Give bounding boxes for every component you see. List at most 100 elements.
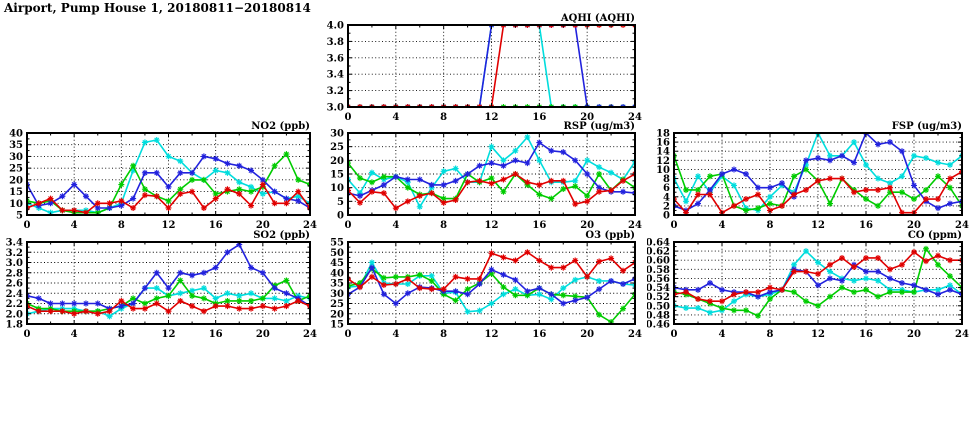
series-blue (674, 133, 962, 214)
x-tick-label: 20 (580, 220, 594, 231)
y-tick-label: 2.2 (6, 299, 23, 310)
series-area (348, 134, 635, 212)
y-tick-label: 5 (16, 211, 23, 222)
x-tick-label: 16 (209, 220, 223, 231)
x-tick-label: 0 (24, 329, 31, 340)
axis-ticks (347, 132, 636, 216)
y-tick-label: 3.8 (327, 37, 344, 48)
x-tick-label: 20 (256, 329, 270, 340)
chart-title: FSP (ug/m3) (892, 121, 962, 132)
x-tick-label: 20 (907, 220, 921, 231)
x-tick-label: 24 (303, 329, 317, 340)
point-markers (674, 249, 962, 305)
point-markers (348, 265, 635, 324)
axis-ticks (26, 241, 311, 325)
y-tick-label: 0.56 (647, 274, 670, 285)
y-tick-label: 0.50 (647, 301, 670, 312)
grid-lines (348, 25, 635, 107)
y-tick-label: 18 (656, 129, 670, 140)
y-tick-label: 2.4 (6, 289, 23, 300)
x-tick-label: 12 (811, 329, 825, 340)
series-blue (27, 242, 310, 312)
point-markers (27, 297, 310, 317)
grid-lines (674, 133, 962, 215)
x-tick-label: 16 (859, 220, 873, 231)
y-tick-label: 0 (337, 211, 344, 222)
axis-ticks (26, 132, 311, 216)
y-tick-label: 0.48 (647, 310, 670, 321)
y-tick-label: 2.8 (6, 268, 23, 279)
co-plot: 0.460.480.500.520.540.560.580.600.620.64… (646, 230, 969, 340)
x-tick-label: 24 (955, 329, 969, 340)
x-tick-label: 24 (628, 112, 642, 123)
x-tick-label: 12 (485, 329, 499, 340)
y-tick-label: 30 (330, 129, 344, 140)
series-blue (27, 153, 310, 211)
x-tick-label: 4 (719, 220, 726, 231)
x-tick-label: 4 (719, 329, 726, 340)
y-tick-label: 3.6 (327, 53, 344, 64)
x-tick-label: 0 (345, 112, 352, 123)
point-markers (27, 242, 310, 312)
y-tick-label: 0.62 (647, 247, 670, 258)
y-tick-label: 5 (337, 197, 344, 208)
series-area (27, 137, 310, 215)
y-tick-label: 0.64 (647, 238, 670, 249)
series-area (674, 245, 962, 319)
y-tick-label: 10 (9, 199, 23, 210)
y-tick-label: 45 (330, 258, 344, 269)
so2-plot: 1.82.02.22.42.62.83.03.23.4 0 4 8 12 16 20 24 SO… (6, 230, 317, 341)
y-tick-label: 0.60 (647, 256, 670, 267)
series-red (348, 171, 635, 212)
y-tick-label: 3.0 (6, 258, 23, 269)
y-tick-label: 3.4 (6, 238, 23, 249)
chart-fsp: 0 2 4 6 8 10 12 14 16 18 0 4 8 12 16 20 24 FSP (ug/m3) (647, 117, 975, 233)
y-tick-label: 16 (656, 138, 670, 149)
y-tick-label: 25 (330, 142, 344, 153)
chart-rsp: 0 5 10 15 20 25 30 0 4 8 12 16 20 24 RSP (ug/m3) (321, 117, 650, 233)
x-tick-label: 4 (71, 220, 78, 231)
axis-labels: 1.82.02.22.42.62.83.03.23.4 0 4 8 12 16 20 24 (6, 238, 317, 341)
x-tick-label: 8 (440, 220, 447, 231)
y-tick-label: 3.4 (327, 70, 344, 81)
y-tick-label: 40 (330, 268, 344, 279)
x-tick-label: 8 (118, 220, 125, 231)
y-tick-label: 6 (663, 183, 670, 194)
x-tick-label: 8 (767, 220, 774, 231)
x-tick-label: 0 (671, 220, 678, 231)
y-tick-label: 15 (9, 187, 23, 198)
y-tick-label: 2.0 (6, 309, 23, 320)
point-markers (674, 133, 962, 214)
x-tick-label: 12 (485, 220, 499, 231)
x-tick-label: 16 (532, 220, 546, 231)
series-red (27, 297, 310, 317)
y-tick-label: 20 (330, 156, 344, 167)
x-tick-label: 20 (580, 112, 594, 123)
axis-ticks (347, 24, 636, 108)
x-tick-label: 12 (811, 220, 825, 231)
axis-ticks (347, 241, 636, 325)
y-tick-label: 0.52 (647, 292, 670, 303)
x-tick-label: 8 (767, 329, 774, 340)
series-red (27, 181, 310, 215)
x-tick-label: 20 (256, 220, 270, 231)
x-tick-label: 0 (671, 329, 678, 340)
series-red (674, 249, 962, 305)
x-tick-label: 4 (71, 329, 78, 340)
axis-ticks (673, 132, 963, 216)
axis-labels: 3.0 3.2 3.4 3.6 3.8 4.0 0 4 8 12 16 20 24 (327, 21, 642, 124)
page-title: Airport, Pump House 1, 20180811−20180814 (4, 1, 311, 15)
x-tick-label: 4 (392, 329, 399, 340)
y-tick-label: 35 (330, 279, 344, 290)
y-tick-label: 1.8 (6, 320, 23, 331)
y-tick-label: 2.6 (6, 279, 23, 290)
chart-aqhi: 3.0 3.2 3.4 3.6 3.8 4.0 0 4 8 12 16 20 24 AQHI (AQHI) (321, 9, 650, 125)
chart-title: RSP (ug/m3) (564, 121, 635, 132)
x-tick-label: 4 (392, 112, 399, 123)
y-tick-label: 25 (330, 299, 344, 310)
chart-title: O3 (ppb) (585, 230, 635, 241)
y-tick-label: 4 (663, 192, 670, 203)
